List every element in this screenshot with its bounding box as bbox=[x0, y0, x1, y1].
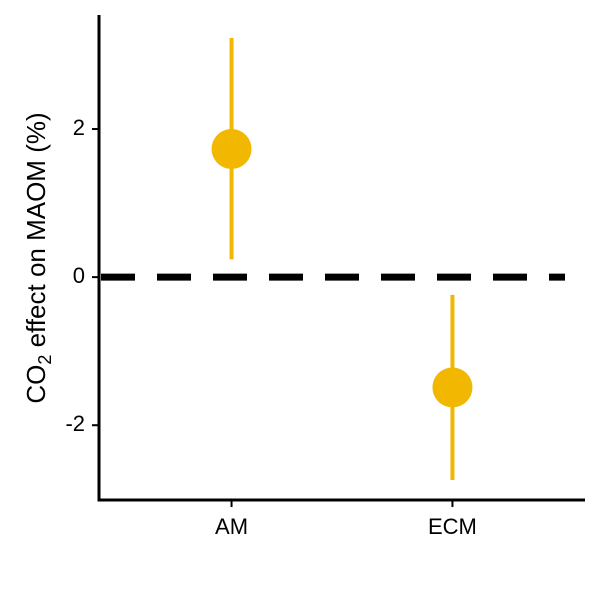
x-tick-label: ECM bbox=[428, 514, 477, 539]
y-tick-label: -2 bbox=[65, 411, 85, 436]
y-label-rest: effect on MAOM (%) bbox=[21, 112, 51, 354]
y-label-sub: 2 bbox=[35, 355, 55, 365]
x-tick-label: AM bbox=[215, 514, 248, 539]
y-tick-label: 0 bbox=[73, 263, 85, 288]
y-label-main: CO bbox=[21, 365, 51, 404]
y-tick-label: 2 bbox=[73, 115, 85, 140]
y-axis-label: CO2 effect on MAOM (%) bbox=[21, 112, 55, 403]
point bbox=[432, 367, 473, 408]
point bbox=[211, 129, 252, 170]
